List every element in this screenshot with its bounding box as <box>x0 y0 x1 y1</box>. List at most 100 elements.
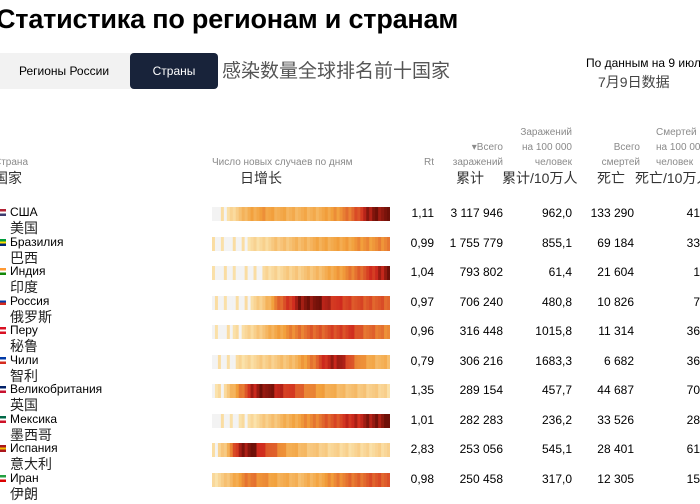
heat-cell <box>327 266 332 280</box>
heat-cell <box>309 443 314 457</box>
heat-cell <box>330 472 335 487</box>
heat-cell <box>372 325 376 339</box>
heat-cell <box>381 207 385 221</box>
table-row[interactable]: Мексика 墨西哥 1,01 282 283 236,2 33 526 28 <box>0 410 700 443</box>
heat-cell <box>265 295 269 310</box>
table-row[interactable]: Индия 印度 1,04 793 802 61,4 21 604 1 <box>0 262 700 295</box>
heat-cell <box>354 266 358 280</box>
heat-cell <box>312 266 317 280</box>
heat-cell <box>330 354 335 369</box>
heat-cell <box>283 354 287 369</box>
heat-cell <box>336 266 340 280</box>
heat-cell <box>372 413 376 428</box>
heat-cell <box>217 472 222 487</box>
heat-cell <box>354 443 358 457</box>
table-row[interactable]: Великобритания 英国 1,35 289 154 457,7 44 687 70 <box>0 380 700 413</box>
table-row[interactable]: Чили 智利 0,79 306 216 1683,3 6 682 36 <box>0 351 700 384</box>
heat-cell <box>384 325 388 339</box>
heat-cell <box>220 384 225 398</box>
heat-cell <box>247 325 251 339</box>
heat-cell <box>298 413 302 428</box>
total-deaths: 33 526 <box>597 412 634 427</box>
country-name: Иран <box>10 470 39 485</box>
table-row[interactable]: Бразилия 巴西 0,99 1 755 779 855,1 69 184 33 <box>0 233 700 266</box>
heat-cell <box>315 295 320 310</box>
heat-cell <box>214 472 219 487</box>
table-row[interactable]: Россия 俄罗斯 0,97 706 240 480,8 10 826 7 <box>0 292 700 325</box>
heat-cell <box>342 295 346 310</box>
heat-cell <box>333 207 337 221</box>
heat-cell <box>217 413 222 428</box>
heat-cell <box>384 472 388 487</box>
heat-cell <box>303 443 308 457</box>
heat-cell <box>226 295 231 310</box>
heat-cell <box>298 295 302 310</box>
heat-cell <box>381 443 385 457</box>
heat-cell <box>292 266 296 280</box>
col-header-deaths-per100k[interactable]: Смертей на 100 000 человек <box>656 125 700 170</box>
col-header-deaths[interactable]: Всего смертей <box>578 140 640 170</box>
heat-cell <box>241 413 246 428</box>
heat-cell <box>265 413 269 428</box>
heat-cell <box>262 236 266 251</box>
heat-cell <box>280 354 284 369</box>
heat-cell <box>250 325 254 339</box>
heat-cell <box>387 384 390 398</box>
table-row[interactable]: США 美国 1,11 3 117 946 962,0 133 290 41 <box>0 203 700 236</box>
daily-cases-heat-strip <box>212 295 390 310</box>
rt-value: 1,01 <box>410 412 434 427</box>
heat-cell <box>238 266 243 280</box>
col-header-per100k-line2: на 100 000 <box>521 142 572 153</box>
heat-cell <box>289 236 293 251</box>
heat-cell <box>378 413 382 428</box>
heat-cell <box>250 354 254 369</box>
country-name-cn: 美国 <box>10 220 38 236</box>
daily-cases-heat-strip <box>212 413 390 428</box>
rt-value: 0,99 <box>410 235 434 250</box>
heat-cell <box>348 325 352 339</box>
col-header-per100k[interactable]: Заражений на 100 000 человек <box>500 125 572 170</box>
heat-cell <box>295 354 299 369</box>
heat-cell <box>378 354 382 369</box>
heat-cell <box>309 354 314 369</box>
table-row[interactable]: Перу 秘鲁 0,96 316 448 1015,8 11 314 36 <box>0 321 700 354</box>
heat-cell <box>280 295 284 310</box>
heat-cell <box>301 472 305 487</box>
heat-cell <box>312 354 317 369</box>
heat-cell <box>333 295 337 310</box>
heat-cell <box>271 295 275 310</box>
heat-cell <box>339 295 343 310</box>
table-row[interactable]: Испания 意大利 2,83 253 056 545,1 28 401 61 <box>0 439 700 472</box>
tab-russian-regions[interactable]: Регионы России <box>18 64 110 78</box>
heat-cell <box>253 325 257 339</box>
heat-cell <box>301 384 305 398</box>
heat-cell <box>348 354 352 369</box>
heat-cell <box>274 354 278 369</box>
heat-cell <box>238 236 243 251</box>
heat-cell <box>229 413 234 428</box>
cases-per-100k: 1683,3 <box>535 353 572 368</box>
heat-cell <box>244 266 248 280</box>
tab-countries[interactable]: Страны <box>130 53 218 89</box>
heat-cell <box>342 266 346 280</box>
col-header-rt[interactable]: Rt <box>424 157 434 168</box>
heat-cell <box>303 266 308 280</box>
heat-cell <box>312 295 317 310</box>
heat-cell <box>309 207 314 221</box>
chinese-subtitle: 感染数量全球排名前十国家 <box>222 61 451 82</box>
heat-cell <box>372 236 376 251</box>
heat-cell <box>241 295 246 310</box>
heat-cell <box>226 472 231 487</box>
heat-cell <box>286 236 290 251</box>
heat-cell <box>235 236 240 251</box>
rt-value: 0,97 <box>410 294 434 309</box>
heat-cell <box>351 295 355 310</box>
col-header-total[interactable]: ▾Всего заражений <box>440 140 503 170</box>
col-header-country[interactable]: Страна <box>0 157 29 168</box>
heat-cell <box>229 236 234 251</box>
table-row[interactable]: Иран 伊朗 0,98 250 458 317,0 12 305 15 <box>0 469 700 502</box>
daily-cases-heat-strip <box>212 236 390 251</box>
heat-cell <box>244 384 248 398</box>
heat-cell <box>274 295 278 310</box>
heat-cell <box>247 472 251 487</box>
